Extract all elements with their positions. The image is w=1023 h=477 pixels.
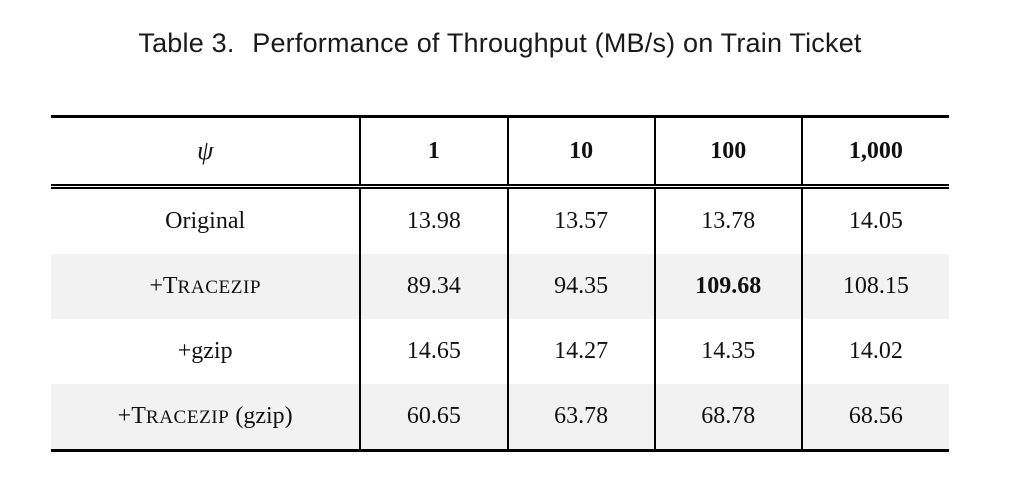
table-row: +TRACEZIP (gzip) 60.65 63.78 68.78 68.56 [51,384,949,452]
table-title: Performance of Throughput (MB/s) on Trai… [252,28,862,58]
table-cell-best: 109.68 [653,254,802,319]
table-cell: 13.57 [506,186,655,254]
table-cell: 13.78 [653,186,802,254]
table-cell: 14.35 [653,319,802,384]
header-col-100: 100 [653,116,802,189]
table-cell: 60.65 [359,384,508,452]
table-row: +TRACEZIP 89.34 94.35 109.68 108.15 [51,254,949,319]
table-cell: 14.05 [800,186,949,254]
table-cell: 14.02 [800,319,949,384]
table-cell: 108.15 [800,254,949,319]
table-cell: 94.35 [506,254,655,319]
row-label: +TRACEZIP [51,254,361,319]
throughput-table: ψ 1 10 100 1,000 Original 13.98 13.57 13… [51,115,949,452]
table-cell: 63.78 [506,384,655,452]
header-col-1: 1 [359,116,508,189]
table-cell: 14.27 [506,319,655,384]
table-cell: 68.56 [800,384,949,452]
table-cell: 14.65 [359,319,508,384]
header-row: ψ 1 10 100 1,000 [51,116,949,189]
row-label: +gzip [177,338,233,364]
table-cell: 13.98 [359,186,508,254]
table-caption: Table 3. Performance of Throughput (MB/s… [0,28,1000,59]
row-label: Original [165,208,246,234]
header-col-1000: 1,000 [800,116,949,189]
header-psi: ψ [51,116,361,189]
table-cell: 89.34 [359,254,508,319]
header-col-10: 10 [506,116,655,189]
table-cell: 68.78 [653,384,802,452]
row-label: +TRACEZIP (gzip) [51,384,361,452]
table-number: Table 3. [138,28,235,58]
table-row: +gzip 14.65 14.27 14.35 14.02 [51,319,949,384]
table-row: Original 13.98 13.57 13.78 14.05 [51,186,949,254]
